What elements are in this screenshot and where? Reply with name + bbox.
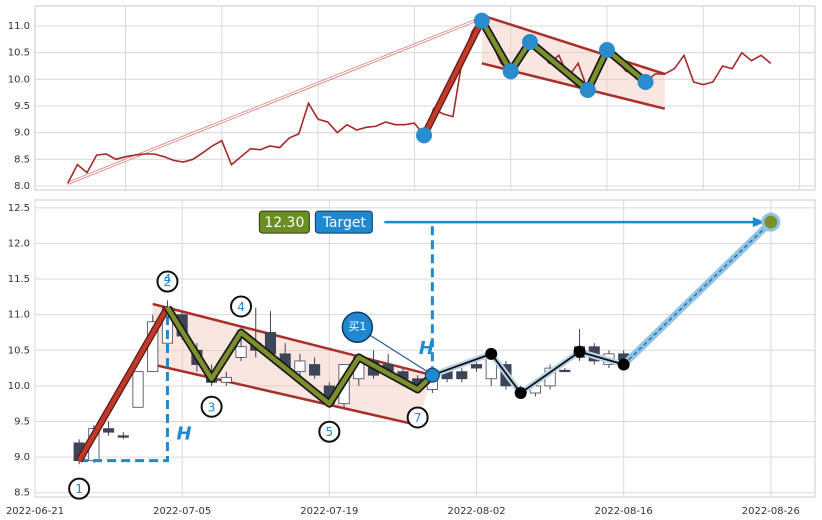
pivot: [416, 127, 433, 144]
pivot-label: 7: [414, 411, 422, 425]
pivot: [579, 82, 596, 98]
y-tick-label: 9.0: [14, 452, 30, 463]
pivot: [521, 34, 538, 50]
x-tick-label: 2022-06-21: [6, 506, 64, 517]
pivot-label: 4: [237, 300, 245, 314]
candle-body: [103, 428, 115, 433]
breakout-point: [617, 358, 630, 371]
y-tick-label: 10.5: [8, 48, 30, 59]
breakout-point: [485, 347, 498, 360]
channel-fill: [152, 303, 433, 426]
pivot-badge: [68, 477, 91, 500]
zigzag: [165, 306, 434, 406]
zigzag: [479, 19, 647, 93]
measure-label: H: [176, 424, 191, 445]
pivot-badge: [156, 270, 179, 293]
channel-lower: [152, 363, 418, 427]
candle-body: [309, 364, 321, 376]
candle-body: [456, 371, 468, 380]
y-tick-label: 9.5: [14, 101, 30, 112]
buy-label: 买1: [348, 320, 366, 333]
pivot-badge: [200, 395, 223, 418]
breakout-point: [573, 345, 586, 358]
pivot-badge: [230, 295, 253, 318]
y-tick-label: 10.0: [8, 381, 30, 392]
measure-label: H: [419, 338, 434, 359]
pivot: [599, 42, 615, 58]
buy-marker: [341, 311, 374, 343]
target-point: [761, 212, 781, 232]
y-tick-label: 10.5: [8, 345, 30, 356]
pivot-badge: [406, 406, 429, 429]
pivot-label: 3: [208, 400, 216, 414]
y-tick-label: 11.5: [8, 274, 30, 285]
pivot: [502, 63, 519, 80]
pivot: [637, 74, 654, 90]
y-tick-label: 11.0: [8, 310, 30, 321]
y-tick-label: 8.5: [14, 488, 30, 499]
candle-body: [235, 346, 247, 358]
y-tick-label: 8.5: [14, 154, 30, 165]
y-tick-label: 11.0: [8, 21, 30, 32]
target-line: [623, 221, 772, 365]
breakout-point: [424, 367, 440, 383]
pivot-label: 4: [164, 272, 172, 286]
x-tick-label: 2022-08-16: [595, 506, 653, 517]
target-value-box: [258, 210, 310, 234]
breakout-point: [514, 387, 527, 400]
target-label-box: [314, 210, 373, 234]
y-tick-label: 8.0: [14, 181, 30, 192]
arrow-head: [752, 217, 765, 228]
channel-upper: [152, 302, 433, 377]
candle-body: [294, 360, 306, 373]
candle-body: [220, 376, 232, 383]
pivot-label: 2: [164, 275, 172, 289]
pivot: [473, 12, 490, 29]
candle-body: [132, 371, 144, 408]
candle-body: [117, 435, 129, 438]
channel-upper: [481, 14, 666, 76]
impulse: [422, 19, 484, 137]
pivot-label: 5: [326, 425, 334, 439]
y-tick-label: 9.0: [14, 128, 30, 139]
candle-body: [559, 369, 571, 373]
measure-line: [79, 307, 169, 463]
y-tick-label: 9.5: [14, 417, 30, 428]
pivot-label: 1: [75, 482, 83, 496]
candle-body: [470, 364, 483, 369]
target-label: Target: [322, 215, 367, 231]
x-tick-label: 2022-07-19: [300, 506, 358, 517]
pivot-badge: [318, 420, 341, 443]
impulse: [77, 306, 170, 462]
plot-frame: [34, 199, 816, 498]
y-tick-label: 10.0: [8, 74, 30, 85]
x-tick-label: 2022-08-26: [742, 506, 800, 517]
x-tick-label: 2022-07-05: [153, 506, 211, 517]
y-tick-label: 12.5: [8, 203, 30, 214]
target-value: 12.30: [264, 215, 304, 231]
y-tick-label: 12.0: [8, 238, 30, 249]
plot-frame: [34, 5, 816, 191]
x-tick-label: 2022-08-02: [447, 506, 505, 517]
guide: [67, 17, 483, 185]
